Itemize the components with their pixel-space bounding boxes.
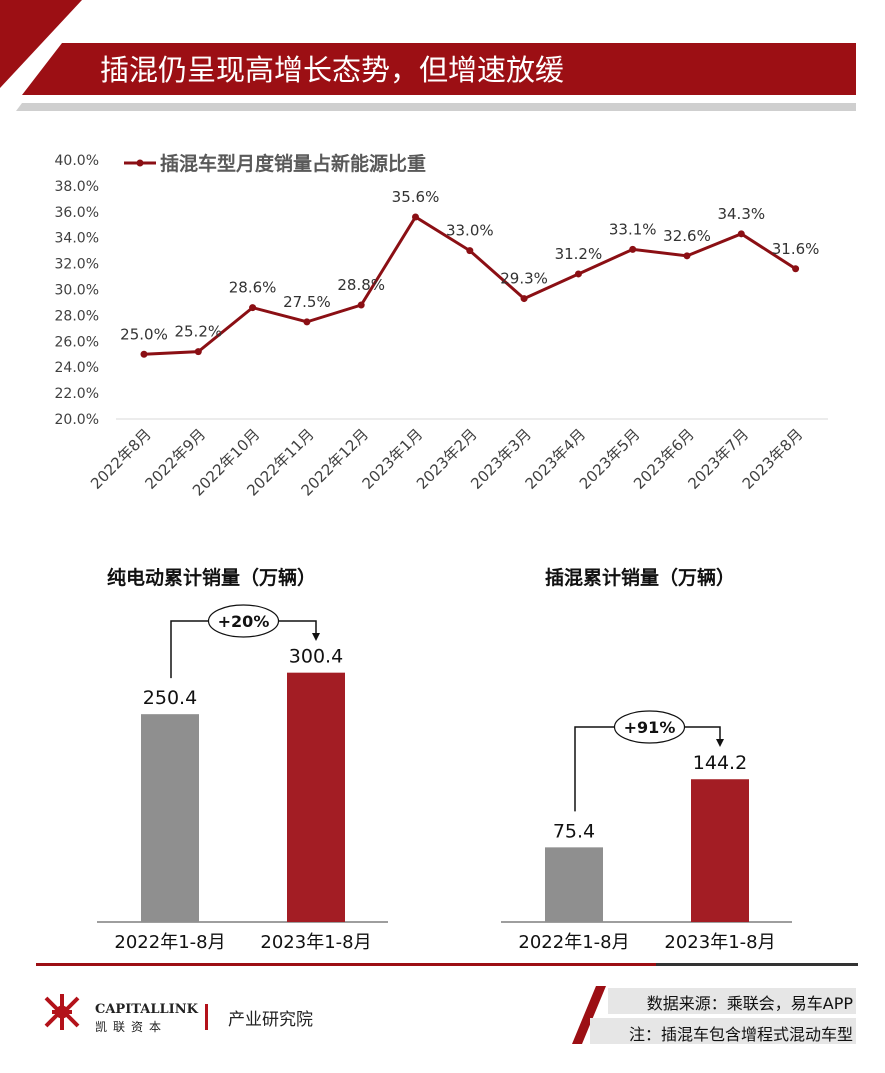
data-labels: 25.0% 25.2% 28.6% 27.5% 28.8% 35.6% 33.0% 29.3%… bbox=[120, 188, 819, 343]
series-points bbox=[140, 213, 800, 358]
growth-arrowhead bbox=[312, 633, 320, 641]
bar-value-label: 300.4 bbox=[289, 646, 343, 668]
data-point bbox=[357, 301, 365, 309]
data-label: 25.2% bbox=[174, 323, 222, 341]
source-background bbox=[608, 988, 856, 1014]
corner-triangle bbox=[0, 0, 82, 88]
growth-label: +20% bbox=[218, 612, 270, 631]
data-point bbox=[520, 295, 528, 303]
y-tick-label: 36.0% bbox=[55, 205, 99, 221]
y-tick-label: 38.0% bbox=[55, 179, 99, 195]
data-point bbox=[466, 247, 474, 255]
data-label: 33.1% bbox=[609, 220, 657, 238]
bar bbox=[545, 847, 603, 922]
data-label: 32.6% bbox=[663, 227, 711, 245]
line-chart: 20.0% 22.0% 24.0% 26.0% 28.0% 30.0% 32.0% 34.0%… bbox=[55, 152, 828, 500]
growth-badge bbox=[613, 710, 686, 744]
title-banner bbox=[22, 43, 856, 95]
data-point bbox=[574, 270, 582, 278]
bar-category-label: 2022年1-8月 bbox=[114, 932, 225, 953]
data-point bbox=[629, 245, 637, 253]
bar-category-label: 2023年1-8月 bbox=[664, 932, 775, 953]
y-tick-label: 30.0% bbox=[55, 283, 99, 299]
footer-graphics bbox=[36, 963, 858, 1044]
legend-label: 插混车型月度销量占新能源比重 bbox=[160, 152, 426, 175]
ev-chart-title: 纯电动累计销量（万辆） bbox=[107, 567, 317, 589]
title-underline bbox=[16, 103, 856, 111]
y-tick-label: 20.0% bbox=[55, 412, 99, 428]
note-background bbox=[590, 1018, 856, 1044]
phev-chart-title: 插混累计销量（万辆） bbox=[545, 567, 736, 589]
data-label: 27.5% bbox=[283, 293, 331, 311]
growth-badge bbox=[207, 604, 280, 638]
data-point bbox=[792, 265, 800, 273]
ev-bar-chart: 250.4 2022年1-8月 300.4 2023年1-8月 +20% bbox=[97, 604, 388, 953]
bar-value-label: 144.2 bbox=[693, 752, 747, 774]
data-point bbox=[140, 350, 148, 358]
bar bbox=[691, 779, 749, 922]
legend-dot bbox=[136, 159, 144, 167]
data-point bbox=[412, 213, 419, 221]
growth-label: +91% bbox=[624, 718, 676, 737]
footer-divider-red bbox=[36, 963, 656, 966]
brand-name: CAPITALLINK bbox=[95, 1002, 198, 1017]
data-label: 33.0% bbox=[446, 222, 494, 240]
data-point bbox=[303, 318, 311, 326]
page-title: 插混仍呈现高增长态势，但增速放缓 bbox=[100, 53, 565, 87]
y-tick-label: 34.0% bbox=[55, 231, 99, 247]
footnote: 注：插混车包含增程式混动车型 bbox=[628, 1025, 853, 1044]
data-label: 31.2% bbox=[555, 245, 603, 263]
source-accent-slash bbox=[572, 986, 606, 1044]
y-tick-label: 24.0% bbox=[55, 360, 99, 376]
bar-charts: 250.4 2022年1-8月 300.4 2023年1-8月 +20% 75.4 202… bbox=[97, 604, 792, 953]
data-point bbox=[683, 252, 691, 260]
data-point bbox=[194, 348, 202, 356]
data-label: 28.6% bbox=[229, 279, 277, 297]
bar bbox=[287, 672, 345, 922]
data-point bbox=[249, 304, 257, 312]
bar bbox=[141, 714, 199, 922]
data-label: 29.3% bbox=[500, 270, 548, 288]
y-tick-label: 40.0% bbox=[55, 153, 99, 169]
footer-divider-dark bbox=[656, 963, 858, 966]
data-source: 数据来源：乘联会，易车APP bbox=[646, 994, 853, 1013]
data-label: 25.0% bbox=[120, 325, 168, 343]
bar-value-label: 75.4 bbox=[553, 820, 595, 842]
y-tick-label: 32.0% bbox=[55, 257, 99, 273]
bar-category-label: 2022年1-8月 bbox=[518, 932, 629, 953]
data-label: 28.8% bbox=[337, 276, 385, 294]
y-tick-label: 28.0% bbox=[55, 308, 99, 324]
y-axis-ticks: 20.0% 22.0% 24.0% 26.0% 28.0% 30.0% 32.0% 34.0%… bbox=[55, 153, 99, 428]
growth-arrowhead bbox=[716, 739, 724, 747]
brand-name-cn: 凯联资本 bbox=[95, 1020, 168, 1034]
data-point bbox=[737, 230, 745, 238]
y-tick-label: 26.0% bbox=[55, 334, 99, 350]
header-graphics bbox=[0, 0, 856, 111]
capitallink-logo-icon bbox=[44, 994, 80, 1030]
phev-bar-chart: 75.4 2022年1-8月 144.2 2023年1-8月 +91% bbox=[501, 710, 792, 953]
y-tick-label: 22.0% bbox=[55, 386, 99, 402]
data-label: 34.3% bbox=[717, 205, 765, 223]
x-axis-ticks: 2022年8月2022年9月2022年10月2022年11月2022年12月20… bbox=[87, 425, 806, 499]
bar-category-label: 2023年1-8月 bbox=[260, 932, 371, 953]
department-name: 产业研究院 bbox=[228, 1010, 313, 1030]
data-label: 31.6% bbox=[772, 240, 820, 258]
legend: 插混车型月度销量占新能源比重 bbox=[124, 152, 426, 175]
brand-divider bbox=[205, 1004, 208, 1030]
data-label: 35.6% bbox=[392, 188, 440, 206]
bar-value-label: 250.4 bbox=[143, 687, 197, 709]
